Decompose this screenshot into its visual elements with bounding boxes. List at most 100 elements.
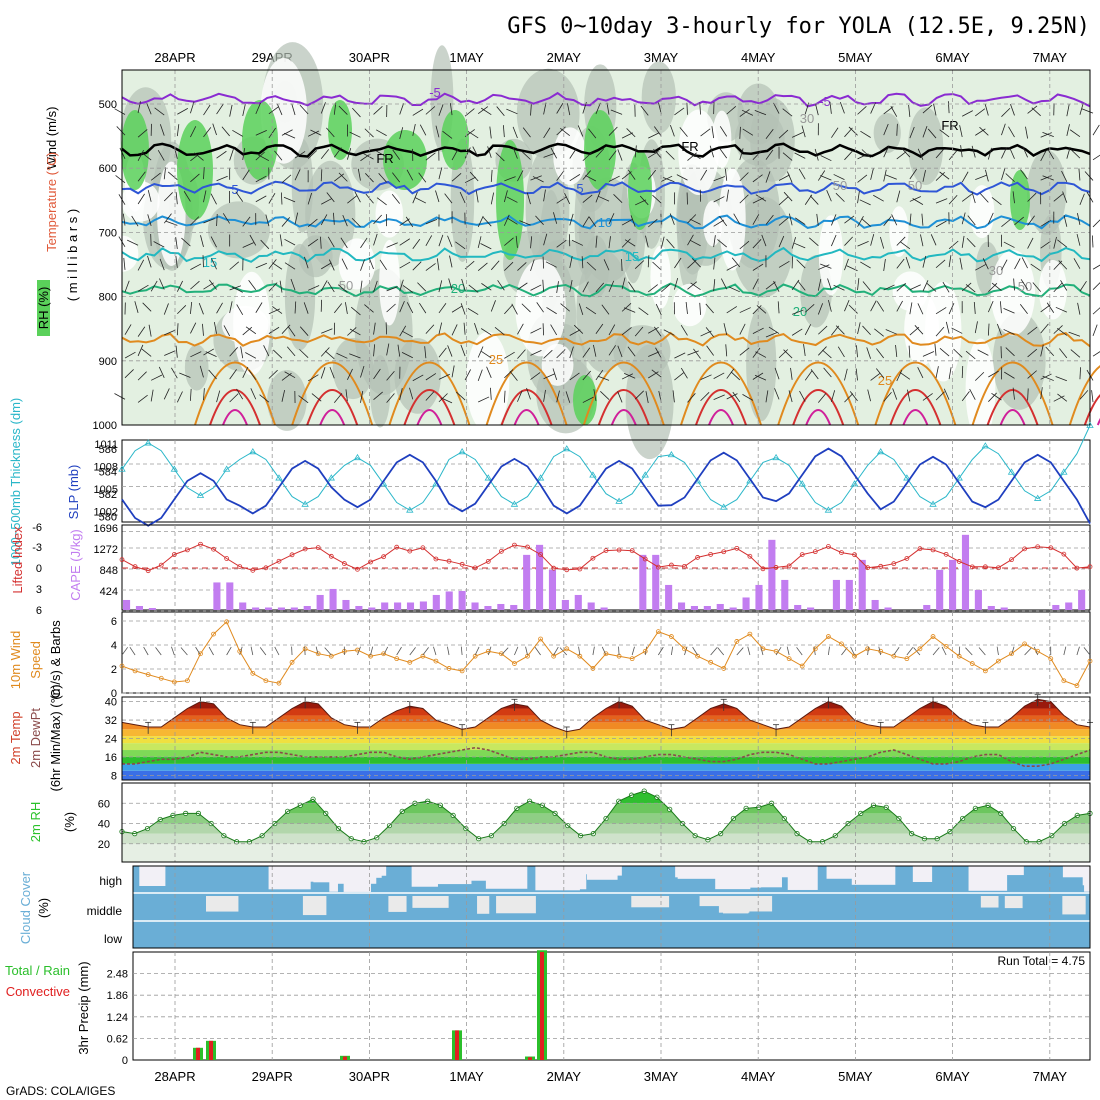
wind-barb xyxy=(327,236,335,248)
wind-barb xyxy=(690,282,701,290)
wind-barb xyxy=(987,300,994,313)
wind-barb xyxy=(342,214,348,227)
wind-barb xyxy=(939,129,950,138)
wind-barb xyxy=(1027,388,1029,401)
wind-barb xyxy=(530,372,541,380)
wind-barb xyxy=(442,130,453,139)
wind-barb xyxy=(739,126,741,139)
temp-tick-label: 16 xyxy=(105,752,117,764)
wind-barb xyxy=(490,300,496,312)
wind-barb xyxy=(835,325,845,335)
wind-barb-10m xyxy=(121,647,128,656)
cape-tick-label: 424 xyxy=(100,586,118,598)
wind-barb xyxy=(425,152,436,161)
wind-barb xyxy=(281,389,286,402)
wind-barb-10m xyxy=(559,647,568,656)
wind-barb xyxy=(451,149,459,161)
wind-barb xyxy=(478,396,490,403)
wind-barb xyxy=(1012,387,1015,400)
wind-barb xyxy=(752,174,763,183)
wind-barb xyxy=(979,193,989,203)
wind-barb xyxy=(124,280,130,293)
wind-barb xyxy=(1053,236,1057,249)
temp-contour-40 xyxy=(999,409,1026,426)
rh2m-labels: 2m RH (%) xyxy=(28,802,77,842)
wind-barb xyxy=(804,102,810,115)
wind-barb xyxy=(1040,240,1051,249)
wind-barb xyxy=(862,325,871,336)
wind-barb xyxy=(700,374,712,381)
wind-speed-marker xyxy=(250,670,256,676)
wind-barb xyxy=(831,127,839,138)
wind-speed-marker xyxy=(407,659,413,665)
cloud-clear-middle xyxy=(496,896,536,914)
wind-speed-marker xyxy=(930,634,936,639)
wind-barb xyxy=(883,216,892,227)
wind-barb-10m xyxy=(324,647,332,656)
wind-barb xyxy=(926,283,937,292)
precip-convective-bar xyxy=(196,1047,200,1060)
wind-barb xyxy=(621,373,634,380)
cape-bar xyxy=(548,569,557,610)
wind-barb xyxy=(647,169,657,180)
wind-barb xyxy=(1025,126,1028,139)
slp-tick-label: 1002 xyxy=(94,507,118,519)
wind-barb xyxy=(739,109,750,117)
wind-barb xyxy=(159,124,165,136)
wind-barb xyxy=(530,350,542,356)
wind-speed-marker xyxy=(996,658,1001,664)
li-marker xyxy=(956,559,962,564)
wind-barb-10m xyxy=(259,647,267,656)
wind-barb xyxy=(425,324,435,334)
wind-barb xyxy=(147,190,152,202)
thickness-marker xyxy=(406,506,414,513)
bottom-date-label: 3MAY xyxy=(644,1069,679,1084)
wind-barb xyxy=(496,106,505,117)
bottom-date-label: 7MAY xyxy=(1033,1069,1068,1084)
wind-barb xyxy=(231,286,243,293)
wind-barb-10m xyxy=(487,646,492,656)
wind-barb xyxy=(595,323,604,335)
top-date-label: 6MAY xyxy=(935,50,970,65)
wind-barb xyxy=(543,127,551,139)
wind-barb xyxy=(1053,193,1064,202)
wind-speed-line xyxy=(121,620,1091,687)
wind-barb xyxy=(333,212,335,225)
wind-barb xyxy=(379,259,387,271)
wind-barb xyxy=(582,396,594,403)
wind-barb xyxy=(831,214,837,226)
wind-barb xyxy=(543,152,556,158)
wind-barb xyxy=(617,345,623,358)
lifted-index-line xyxy=(121,543,1091,572)
cape-bar xyxy=(226,582,234,610)
cape-bar xyxy=(342,599,350,610)
wind-barb xyxy=(874,328,884,337)
wind-barb xyxy=(1077,302,1081,315)
wind-speed-marker xyxy=(799,663,805,669)
wind-barb xyxy=(810,369,819,380)
wind-barb xyxy=(1057,239,1068,248)
wind-barb xyxy=(961,212,966,225)
wind-barb-10m xyxy=(155,647,162,656)
wind-barb xyxy=(569,372,580,381)
li-marker xyxy=(355,566,360,572)
wind-barb-10m xyxy=(1024,647,1032,656)
wind-barb xyxy=(283,132,296,139)
wind-barb xyxy=(406,169,414,181)
wind-barb xyxy=(1076,233,1081,246)
wind-barb xyxy=(857,216,864,227)
temp-band xyxy=(122,699,1090,709)
wind-barb xyxy=(817,303,824,315)
wind-barb xyxy=(536,302,544,313)
wind-barb xyxy=(934,343,937,356)
wind-barb xyxy=(974,321,978,334)
wind-barb xyxy=(778,349,789,359)
wind-barb xyxy=(564,193,571,205)
cape-bar xyxy=(510,604,518,610)
wind-barb xyxy=(597,195,610,202)
cape-bar xyxy=(148,607,156,610)
wind-barb xyxy=(857,153,869,160)
wind-barb xyxy=(975,128,986,136)
wind-barb xyxy=(347,327,357,336)
wind-barb xyxy=(268,369,278,379)
